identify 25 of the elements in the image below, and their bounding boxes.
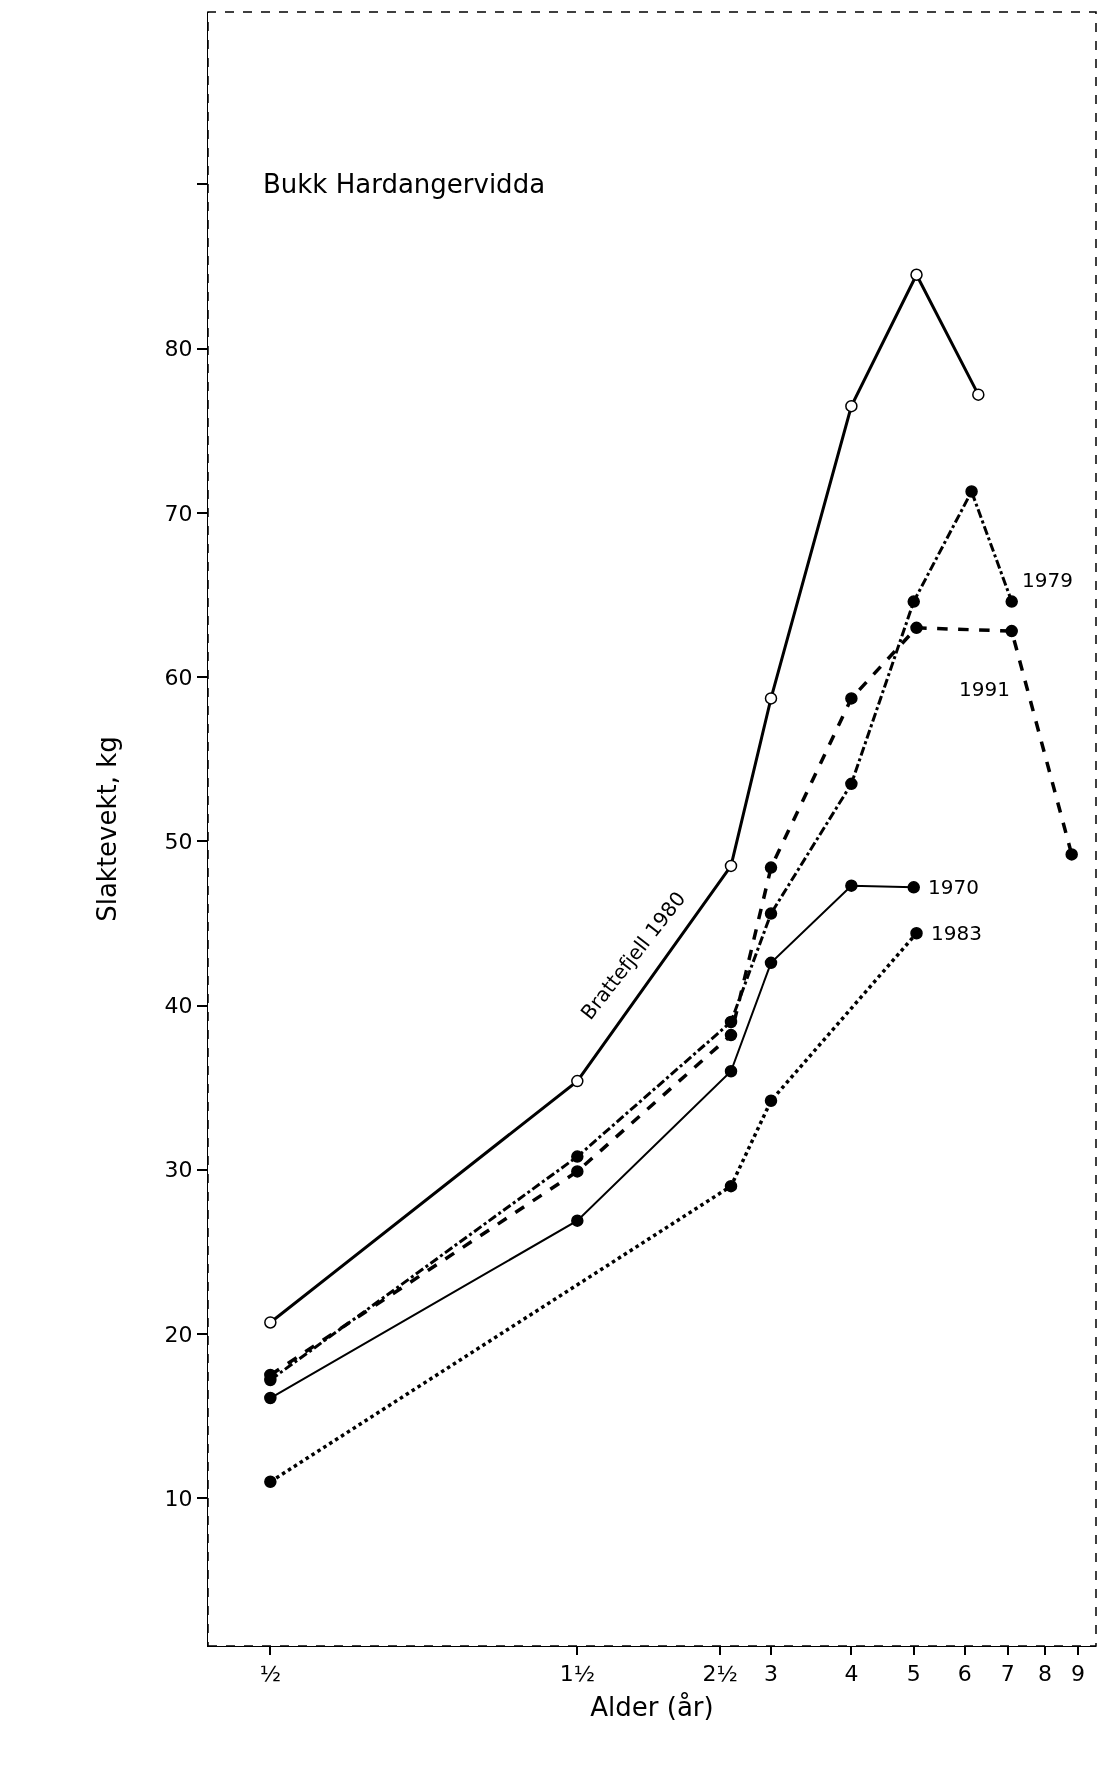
x-tick-label: 2½ [702, 1661, 738, 1687]
x-tick-label: ½ [259, 1661, 282, 1687]
y-tick-label: 40 [164, 993, 193, 1019]
x-axis-title: Alder (år) [590, 1692, 714, 1723]
y-tick-label: 30 [164, 1157, 193, 1183]
y-tick-label: 80 [164, 336, 193, 362]
x-tick-label: 7 [1000, 1661, 1015, 1687]
x-tick-label: 9 [1070, 1661, 1085, 1687]
x-tick-label: 8 [1038, 1661, 1053, 1687]
annotation: Bukk Hardangervidda [263, 169, 546, 199]
x-tick-label: 4 [844, 1661, 859, 1687]
series-label: 1970 [928, 875, 979, 899]
y-tick-label: 60 [164, 664, 193, 690]
y-tick-label: 10 [164, 1485, 193, 1511]
x-tick-label: 6 [957, 1661, 972, 1687]
x-tick-label: 1½ [559, 1661, 595, 1687]
y-tick-label: 20 [164, 1321, 193, 1347]
series-label: 1991 [959, 677, 1010, 701]
x-tick-label: 5 [906, 1661, 921, 1687]
series-label: 1983 [931, 921, 982, 945]
y-axis-title: Slaktevekt, kg [92, 736, 122, 922]
y-tick-label: 70 [164, 500, 193, 526]
x-tick-label: 3 [764, 1661, 778, 1687]
series-label: 1979 [1022, 568, 1073, 592]
y-tick-label: 50 [164, 829, 193, 855]
